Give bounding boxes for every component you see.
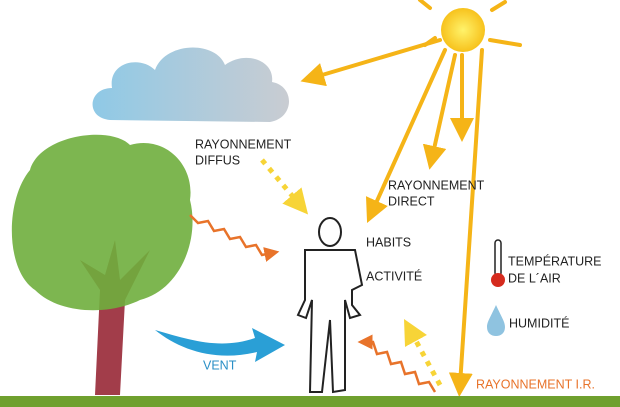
- activity-label: ACTIVITÉ: [366, 268, 422, 283]
- ground: [0, 396, 620, 407]
- direct-label: DIRECT: [388, 194, 435, 208]
- ir-dotted: [404, 319, 443, 387]
- ray: [365, 48, 447, 223]
- humidity-label: HUMIDITÉ: [509, 315, 569, 330]
- wind-label: VENT: [203, 358, 237, 372]
- diffuse-label: RAYONNEMENT: [195, 137, 292, 151]
- thermometer: [491, 239, 505, 287]
- tree: [11, 134, 193, 395]
- ir-wave: [357, 334, 437, 393]
- diffuse-label: DIFFUS: [195, 153, 240, 167]
- temperature-label: DE L´AIR: [508, 271, 561, 285]
- sun: [418, 0, 522, 52]
- heat-wave: [189, 214, 280, 262]
- clothing-label: HABITS: [366, 235, 411, 249]
- temperature-label: TEMPÉRATURE: [508, 253, 602, 268]
- ray: [422, 53, 457, 170]
- ray: [300, 38, 442, 87]
- wind-arrow: [155, 328, 285, 362]
- cloud: [92, 47, 290, 122]
- diffuse-arrow: [260, 158, 309, 215]
- ray: [448, 48, 484, 397]
- ir-label: RAYONNEMENT I.R.: [476, 377, 595, 391]
- direct-label: RAYONNEMENT: [388, 178, 485, 192]
- drop: [487, 305, 505, 336]
- person: [296, 217, 364, 394]
